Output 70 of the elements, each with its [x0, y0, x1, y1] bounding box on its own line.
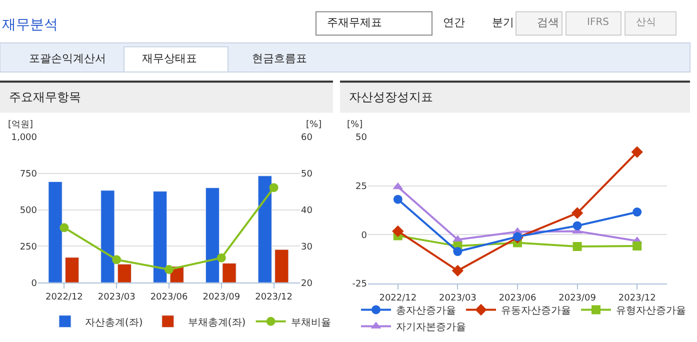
x-tick-label: 2023/06	[150, 292, 188, 302]
legend-label: 부채총계(좌)	[188, 317, 246, 328]
legend-label: 유동자산증가율	[501, 306, 571, 317]
point	[164, 265, 174, 274]
y-axis-title: [억원]	[8, 120, 34, 130]
y2-tick-label: 20	[301, 278, 313, 289]
y-tick-label: 50	[356, 133, 368, 144]
y2-tick-label: 60	[301, 133, 313, 144]
point	[452, 264, 464, 277]
legend-label: 자기자본증가율	[396, 322, 466, 334]
point	[269, 183, 278, 192]
point	[393, 194, 402, 204]
point	[112, 255, 122, 264]
bar	[48, 181, 62, 283]
x-tick-label: 2023/12	[618, 293, 656, 304]
point	[632, 208, 642, 217]
y-tick-label: 750	[20, 170, 38, 180]
text: 산식	[636, 17, 656, 28]
bar	[153, 191, 168, 283]
text: IFRS	[587, 17, 609, 28]
point	[392, 225, 404, 238]
point	[216, 253, 226, 262]
point	[632, 242, 642, 251]
y-axis-title: [%]	[347, 120, 363, 130]
x-tick-label: 2023/09	[558, 293, 596, 304]
point	[453, 247, 462, 256]
point	[60, 223, 69, 232]
legend-label: 총자산증가율	[396, 306, 456, 317]
chart-title: 주요재무항목	[9, 90, 81, 104]
x-tick-label: 2023/06	[498, 293, 536, 304]
y-tick-label: 1,000	[11, 133, 38, 144]
y-tick-label: 250	[20, 242, 38, 252]
text: 현금흐름표	[252, 52, 307, 65]
bar	[65, 257, 80, 283]
y2-tick-label: 40	[301, 206, 313, 216]
y-tick-label: 25	[356, 182, 367, 192]
point	[571, 207, 584, 219]
text: 연간	[443, 16, 465, 29]
point	[631, 146, 643, 158]
y2-tick-label: 30	[301, 242, 313, 252]
x-tick-label: 2022/12	[46, 292, 83, 302]
bar	[205, 188, 220, 283]
y-tick-label: 0	[31, 278, 38, 289]
text: 주재무제표	[327, 16, 382, 29]
x-tick-label: 2023/03	[98, 292, 136, 302]
bar	[274, 249, 289, 283]
text: 재무상태표	[142, 52, 197, 65]
bar	[117, 264, 132, 283]
y2-axis-title: [%]	[306, 120, 322, 130]
legend-label: 부채비율	[290, 317, 331, 328]
legend-label: 자산총계(좌)	[85, 317, 143, 328]
x-tick-label: 2023/12	[255, 292, 292, 302]
text: 분기	[492, 16, 514, 29]
y2-tick-label: 50	[301, 170, 313, 180]
bar	[222, 262, 236, 283]
y-tick-label: 500	[20, 206, 38, 216]
legend-label: 유형자산증가율	[616, 306, 686, 317]
bar	[100, 190, 115, 283]
x-tick-label: 2022/12	[379, 293, 417, 304]
x-tick-label: 2023/03	[439, 293, 476, 304]
x-tick-label: 2023/09	[202, 292, 240, 302]
text: 포괄손익계산서	[29, 52, 106, 65]
point	[572, 221, 582, 230]
chart-title: 자산성장성지표	[349, 90, 433, 104]
bar	[258, 176, 272, 283]
y-tick-label: -25	[352, 280, 367, 290]
text: 재무분석	[2, 17, 58, 33]
text: 검색	[537, 16, 559, 29]
y-tick-label: 0	[361, 230, 368, 241]
point	[572, 242, 582, 251]
